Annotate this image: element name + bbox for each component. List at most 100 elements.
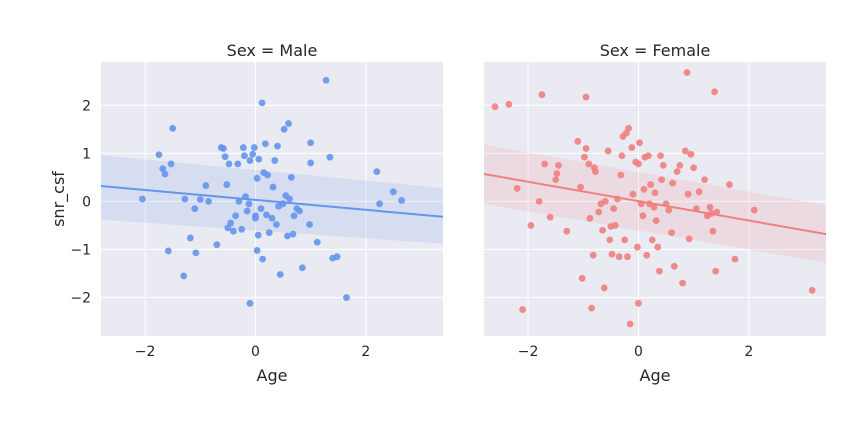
data-point <box>161 170 169 178</box>
data-point <box>276 271 284 278</box>
data-point <box>220 145 227 152</box>
data-point <box>284 232 291 240</box>
data-point <box>750 206 758 214</box>
data-point <box>709 227 717 235</box>
data-point <box>611 222 619 229</box>
data-point <box>625 124 632 132</box>
data-point <box>621 236 629 244</box>
data-point <box>635 299 642 307</box>
data-point <box>253 247 261 254</box>
panel-male: −2 0 2 −2 −1 0 1 2 Sex = Male Age snr_csf <box>49 41 444 385</box>
data-point <box>651 189 659 197</box>
data-point <box>264 171 271 179</box>
confidence-band <box>101 155 443 244</box>
data-point <box>246 299 254 307</box>
data-point <box>263 211 270 219</box>
data-point <box>606 236 614 244</box>
data-point <box>582 93 590 101</box>
data-point <box>535 198 543 205</box>
data-point <box>229 227 237 235</box>
data-point <box>241 152 248 160</box>
data-point <box>712 267 720 275</box>
data-point <box>629 190 637 198</box>
data-point <box>563 227 571 235</box>
data-point <box>265 229 273 237</box>
data-point <box>615 253 623 261</box>
data-point <box>706 203 714 211</box>
data-point <box>665 206 673 214</box>
data-point <box>298 264 306 272</box>
data-point <box>684 190 692 198</box>
data-point <box>577 183 584 191</box>
data-point <box>687 150 695 158</box>
data-point <box>668 229 675 237</box>
data-point <box>287 173 295 181</box>
data-point <box>582 145 590 152</box>
data-point <box>541 160 549 168</box>
data-point <box>707 210 715 217</box>
data-point <box>322 76 330 84</box>
data-point <box>808 286 816 294</box>
data-point <box>588 304 595 312</box>
data-point <box>654 243 662 251</box>
data-point <box>513 185 521 192</box>
x-tick-labels: −2 0 2 <box>135 344 370 360</box>
data-point <box>242 193 249 200</box>
data-point <box>192 249 200 257</box>
data-point <box>626 320 634 328</box>
data-point <box>636 139 643 147</box>
data-point <box>574 137 582 145</box>
data-point <box>519 306 527 313</box>
y-tick-label: 0 <box>82 194 91 210</box>
data-point <box>234 160 242 168</box>
data-point <box>307 139 315 147</box>
data-point <box>676 161 684 169</box>
x-tick-label: 0 <box>251 344 260 360</box>
data-point <box>389 188 397 196</box>
data-point <box>164 247 172 255</box>
data-point <box>238 225 246 233</box>
data-point <box>269 183 277 191</box>
data-point <box>227 219 235 227</box>
x-tick-label: −2 <box>518 344 539 360</box>
data-point <box>600 284 608 292</box>
y-tick-labels: −2 −1 0 1 2 <box>70 98 91 306</box>
data-point <box>261 140 269 148</box>
data-point <box>643 251 651 259</box>
data-point <box>279 200 287 208</box>
data-point <box>624 253 631 261</box>
regression-line <box>100 185 444 218</box>
scatter-points <box>138 76 406 307</box>
x-tick-label: −2 <box>135 344 156 360</box>
data-point <box>286 195 294 203</box>
x-tick-label: 2 <box>361 344 370 360</box>
data-point <box>711 88 718 96</box>
data-point <box>652 217 660 225</box>
data-point <box>608 250 616 258</box>
panel-title: Sex = Female <box>600 41 711 60</box>
data-point <box>376 200 383 208</box>
data-point <box>656 267 663 275</box>
data-point <box>639 212 647 220</box>
data-point <box>306 221 313 228</box>
data-point <box>731 255 739 263</box>
data-point <box>610 205 618 213</box>
data-point <box>186 234 194 242</box>
data-point <box>343 294 350 301</box>
data-point <box>578 274 586 282</box>
data-point <box>169 124 177 132</box>
data-point <box>373 168 381 175</box>
y-tick-label: 1 <box>82 146 91 162</box>
data-point <box>592 168 599 175</box>
data-point <box>669 179 677 187</box>
data-point <box>491 103 499 111</box>
data-point <box>255 155 263 163</box>
panel-female: −2 0 2 Sex = Female Age <box>483 41 827 385</box>
data-point <box>538 91 546 99</box>
data-point <box>650 203 658 211</box>
data-point <box>257 205 265 213</box>
data-point <box>290 212 298 220</box>
data-point <box>618 152 626 160</box>
data-point <box>658 176 666 184</box>
data-point <box>604 147 612 155</box>
